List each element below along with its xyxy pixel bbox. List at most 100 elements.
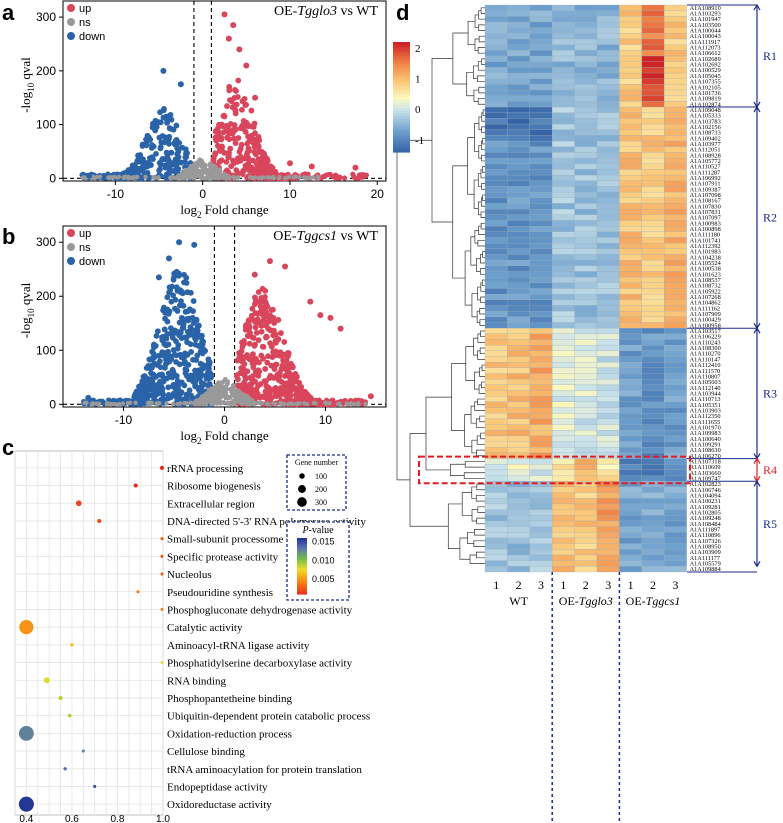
- heatmap-cell: [619, 379, 642, 386]
- heatmap-cell: [664, 401, 687, 408]
- heatmap-cell: [507, 475, 530, 482]
- ns-point: [180, 175, 186, 181]
- heatmap-cell: [619, 248, 642, 255]
- x-tick-label: 0: [199, 187, 206, 201]
- up-point: [244, 140, 251, 147]
- heatmap-cell: [529, 435, 553, 442]
- heatmap-cell: [596, 271, 620, 278]
- up-point: [262, 366, 269, 372]
- heatmap-cell: [484, 322, 508, 329]
- up-point: [258, 328, 265, 335]
- down-point: [197, 360, 204, 367]
- title-gene: Tgglo3: [297, 4, 337, 19]
- heatmap-cell: [507, 526, 530, 533]
- heatmap-cell: [641, 526, 665, 533]
- dendrogram-branch: [478, 35, 485, 43]
- color-legend-title-p: P: [301, 525, 308, 536]
- ns-point: [208, 161, 213, 167]
- heatmap-cell: [484, 566, 508, 573]
- color-legend-step: [297, 578, 307, 581]
- heatmap-cell: [507, 55, 530, 62]
- up-point: [330, 397, 336, 403]
- ns-point: [278, 401, 284, 406]
- heatmap-cell: [507, 191, 530, 198]
- go-term-dot: [93, 784, 97, 789]
- color-legend-step: [297, 590, 307, 593]
- heatmap-cell: [507, 89, 530, 96]
- heatmap-cell: [574, 50, 598, 57]
- heatmap-cell: [574, 367, 598, 374]
- heatmap-cell: [552, 157, 575, 164]
- heatmap-cell: [484, 248, 508, 255]
- heatmap-cell: [664, 72, 687, 79]
- title-suffix: vs WT: [337, 4, 378, 19]
- heatmap-cell: [574, 55, 598, 62]
- heatmap-cell: [641, 89, 665, 96]
- heatmap-cell: [507, 61, 530, 68]
- dendrogram-branch: [480, 7, 485, 14]
- y-tick-label: 300: [36, 235, 56, 249]
- heatmap-cell: [552, 214, 575, 221]
- up-point: [244, 368, 251, 375]
- heatmap-cell: [619, 135, 642, 142]
- up-point: [330, 173, 336, 180]
- heatmap-cell: [596, 78, 620, 85]
- scale-tick-label: 1: [415, 74, 421, 86]
- up-point: [230, 22, 237, 29]
- color-legend-step: [297, 576, 307, 579]
- down-point: [157, 364, 164, 370]
- up-point: [248, 312, 255, 319]
- gene-label: A1A103293: [690, 11, 721, 18]
- heatmap-cell: [484, 214, 508, 221]
- heatmap-cell: [619, 44, 642, 51]
- ns-point: [242, 397, 248, 403]
- heatmap-cell: [619, 214, 642, 221]
- heatmap-cell: [664, 38, 687, 45]
- heatmap-cell: [619, 367, 642, 374]
- heatmap-cell: [664, 543, 687, 550]
- gene-label: A1A103977: [690, 141, 721, 148]
- heatmap-cell: [529, 44, 553, 51]
- heatmap-cell: [596, 288, 620, 295]
- down-point: [180, 319, 187, 326]
- up-point: [269, 306, 276, 313]
- heatmap-cell: [529, 180, 553, 187]
- down-point: [180, 302, 187, 309]
- heatmap-cell: [484, 38, 508, 45]
- size-legend-box: [286, 454, 347, 511]
- down-point: [174, 308, 181, 314]
- heatmap-cell: [664, 367, 687, 374]
- go-term-dot: [160, 554, 164, 558]
- ns-point: [212, 169, 218, 174]
- down-point: [176, 270, 182, 277]
- down-point: [182, 370, 189, 377]
- heatmap-cell: [484, 10, 508, 17]
- up-point: [293, 373, 300, 380]
- gene-label: A1A105603: [690, 379, 721, 386]
- heatmap-cell: [552, 21, 575, 28]
- heatmap-cell: [596, 413, 620, 420]
- heatmap-cell: [529, 50, 553, 57]
- heatmap-cell: [641, 248, 665, 255]
- gene-label: A1A107268: [690, 294, 721, 301]
- heatmap-cell: [552, 95, 575, 102]
- heatmap-cell: [484, 339, 508, 346]
- up-point: [238, 348, 245, 355]
- up-point: [239, 106, 245, 113]
- up-point: [243, 101, 249, 108]
- go-term-dot: [159, 465, 165, 470]
- heatmap-cell: [574, 333, 598, 340]
- dendrogram-branch: [396, 139, 432, 481]
- up-point: [268, 394, 275, 401]
- heatmap-cell: [574, 401, 598, 408]
- down-point: [181, 271, 187, 278]
- dendrogram-branch: [477, 506, 485, 513]
- down-point: [162, 164, 169, 171]
- gene-label: A1A110807: [690, 373, 721, 380]
- heatmap-cell: [596, 373, 620, 380]
- y-axis-label: -log10 qval: [18, 282, 36, 338]
- heatmap-cell: [484, 498, 508, 505]
- gene-label: A1A107097: [690, 215, 721, 222]
- heatmap-cell: [484, 520, 508, 527]
- up-point: [253, 299, 260, 305]
